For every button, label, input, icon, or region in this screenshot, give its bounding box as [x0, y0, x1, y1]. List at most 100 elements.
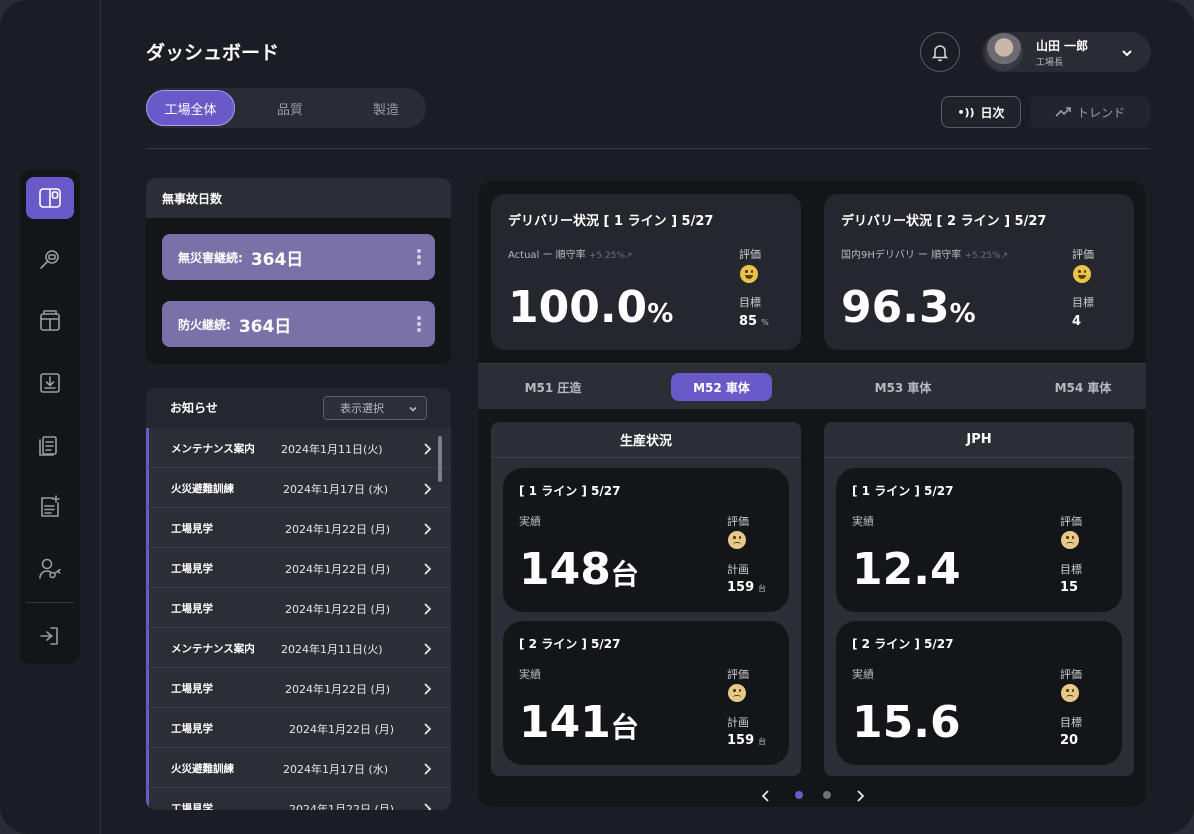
tab-m51[interactable]: M51 圧造: [524, 380, 582, 395]
scope-tabs: 工場全体 品質 製造: [146, 88, 426, 128]
trend-icon: [1055, 107, 1071, 117]
notice-row-date: 2024年1月22日 (月): [285, 523, 391, 536]
target-number: 20: [1060, 733, 1079, 748]
target-unit: %: [761, 318, 769, 327]
tab-m53[interactable]: M53 車体: [874, 380, 932, 395]
line-title: [ 1 ライン ] 5/27: [519, 484, 621, 498]
value-number: 15.6: [852, 697, 961, 748]
plan-unit: 台: [758, 737, 767, 746]
eval-label: 評価: [1072, 248, 1094, 261]
display-select[interactable]: 表示選択: [323, 396, 427, 420]
user-menu[interactable]: 山田 一郎 工場長: [982, 32, 1151, 72]
trend-view-button[interactable]: トレンド: [1030, 96, 1150, 128]
delivery-title: デリバリー状況 [ 2 ライン ] 5/27: [841, 214, 1047, 229]
chevron-right-icon: [421, 561, 433, 575]
notice-row[interactable]: 工場見学 2024年1月22日 (月): [146, 788, 451, 810]
sidebar-item-window[interactable]: [26, 300, 74, 342]
notice-row[interactable]: メンテナンス案内 2024年1月11日(火): [146, 628, 451, 668]
header-divider: [146, 148, 1150, 149]
daily-view-button[interactable]: •)) 日次: [941, 96, 1021, 128]
chevron-right-icon: [421, 481, 433, 495]
notice-row-title: 工場見学: [171, 603, 213, 615]
target-number: 4: [1072, 314, 1082, 329]
notice-row[interactable]: 工場見学 2024年1月22日 (月): [146, 588, 451, 628]
prev-page-button[interactable]: [760, 788, 772, 802]
eval-label: 評価: [739, 248, 761, 261]
chevron-right-icon: [857, 790, 865, 802]
notice-row[interactable]: 火災避難訓練 2024年1月17日 (水): [146, 748, 451, 788]
plan-label: 計画: [727, 563, 749, 576]
notice-row[interactable]: 火災避難訓練 2024年1月17日 (水): [146, 468, 451, 508]
sidebar-item-dashboard[interactable]: [26, 177, 74, 219]
notice-row-title: 火災避難訓練: [171, 763, 234, 775]
plan-number: 159: [727, 733, 755, 748]
page-dot-1[interactable]: [795, 791, 803, 799]
download-icon: [40, 373, 60, 393]
target-value: 15: [1060, 580, 1082, 595]
chevron-down-icon: [1120, 45, 1134, 59]
notice-row-date: 2024年1月11日(火): [281, 643, 383, 656]
notice-row-date: 2024年1月17日 (水): [283, 483, 389, 496]
notice-card: お知らせ 表示選択 メンテナンス案内 2024年1月11日(火) 火災避難訓練 202…: [146, 388, 451, 810]
more-icon[interactable]: [417, 249, 421, 265]
metric-label: Actual ー 順守率: [508, 250, 586, 261]
eval-label: 評価: [727, 515, 749, 528]
tab-quality[interactable]: 品質: [276, 102, 303, 118]
sidebar-item-add-document[interactable]: [26, 486, 74, 528]
actual-label: 実績: [852, 668, 874, 681]
eval-label: 評価: [1060, 668, 1082, 681]
sidebar-divider-line: [100, 0, 101, 834]
no-accident-label: 無災害継続:: [178, 250, 243, 265]
plan-label: 計画: [727, 716, 749, 729]
notice-row-date: 2024年1月22日 (月): [289, 803, 395, 810]
more-icon[interactable]: [417, 316, 421, 332]
notice-row[interactable]: 工場見学 2024年1月22日 (月): [146, 708, 451, 748]
no-accident-card: 無事故日数 無災害継続: 364日 防火継続: 364日: [146, 178, 451, 364]
value-number: 141: [519, 697, 611, 748]
sidebar-item-search[interactable]: [26, 238, 74, 280]
sidebar-item-logout[interactable]: [26, 615, 74, 657]
search-icon: [40, 250, 59, 269]
notice-row[interactable]: 工場見学 2024年1月22日 (月): [146, 668, 451, 708]
sidebar-item-user-key[interactable]: [26, 548, 74, 590]
tab-m52[interactable]: M52 車体: [671, 373, 772, 401]
notice-row-title: メンテナンス案内: [171, 443, 255, 455]
signal-icon: •)): [957, 105, 975, 119]
happy-face-icon: [740, 265, 758, 283]
notice-row[interactable]: 工場見学 2024年1月22日 (月): [146, 508, 451, 548]
add-document-icon: [41, 495, 60, 517]
tab-m54[interactable]: M54 車体: [1054, 380, 1112, 395]
tab-manufacturing[interactable]: 製造: [372, 102, 399, 118]
daily-label: 日次: [980, 105, 1005, 120]
plan-value: 159 台: [727, 580, 766, 595]
page-dot-2[interactable]: [823, 791, 831, 799]
actual-value: 141台: [519, 697, 639, 748]
actual-value: 12.4: [852, 544, 961, 595]
fire-prevention-label: 防火継続:: [178, 317, 231, 332]
notification-button[interactable]: [920, 32, 960, 72]
actual-label: 実績: [519, 515, 541, 528]
next-page-button[interactable]: [854, 788, 866, 802]
actual-label: 実績: [519, 668, 541, 681]
tab-factory-all[interactable]: 工場全体: [146, 90, 235, 126]
eval-label: 評価: [1060, 515, 1082, 528]
chevron-right-icon: [421, 801, 433, 810]
scrollbar[interactable]: [438, 436, 442, 482]
notice-row[interactable]: 工場見学 2024年1月22日 (月): [146, 548, 451, 588]
sidebar: [20, 170, 80, 664]
sad-face-icon: [1061, 531, 1079, 549]
value-unit: %: [647, 299, 674, 329]
line-title: [ 2 ライン ] 5/27: [852, 637, 954, 651]
sidebar-item-download[interactable]: [26, 362, 74, 404]
notice-row-date: 2024年1月11日(火): [281, 443, 383, 456]
avatar: [985, 33, 1023, 71]
notice-title: お知らせ: [170, 400, 218, 415]
metric-label: 国内9Hデリバリ ー 順守率: [841, 250, 962, 261]
happy-face-icon: [1073, 265, 1091, 283]
target-number: 85: [739, 314, 758, 329]
no-accident-value: 364日: [250, 249, 304, 270]
sidebar-item-documents[interactable]: [26, 424, 74, 466]
notice-row[interactable]: メンテナンス案内 2024年1月11日(火): [146, 428, 451, 468]
chevron-right-icon: [421, 721, 433, 735]
target-value: 85%: [739, 314, 769, 329]
